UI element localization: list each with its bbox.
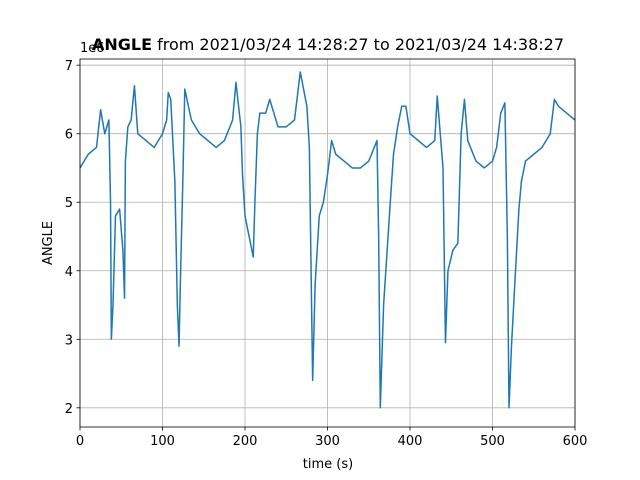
y-tick-label: 4: [65, 265, 73, 280]
y-tick-label: 5: [65, 196, 73, 211]
title-text: from 2021/03/24 14:28:27 to 2021/03/24 1…: [157, 35, 564, 54]
y-tick-label: 3: [65, 333, 73, 348]
y-tick-label: 7: [65, 59, 73, 74]
y-tick-label: 2: [65, 402, 73, 417]
x-tick-label: 100: [150, 434, 175, 449]
chart-title: ANGLE from 2021/03/24 14:28:27 to 2021/0…: [92, 35, 564, 54]
x-tick-label: 400: [398, 434, 423, 449]
y-tick-label: 6: [65, 128, 73, 143]
x-tick-label: 600: [563, 434, 588, 449]
x-axis-label: time (s): [303, 457, 353, 472]
x-tick-label: 0: [76, 434, 84, 449]
x-tick-label: 500: [480, 434, 505, 449]
x-tick-label: 200: [233, 434, 258, 449]
data-line: [79, 71, 576, 409]
title-bold: ANGLE: [92, 35, 152, 54]
y-axis-label: ANGLE: [41, 221, 56, 265]
axes-frame: [79, 58, 576, 428]
y-offset-label: 1e6: [80, 41, 105, 56]
x-tick-label: 300: [315, 434, 340, 449]
